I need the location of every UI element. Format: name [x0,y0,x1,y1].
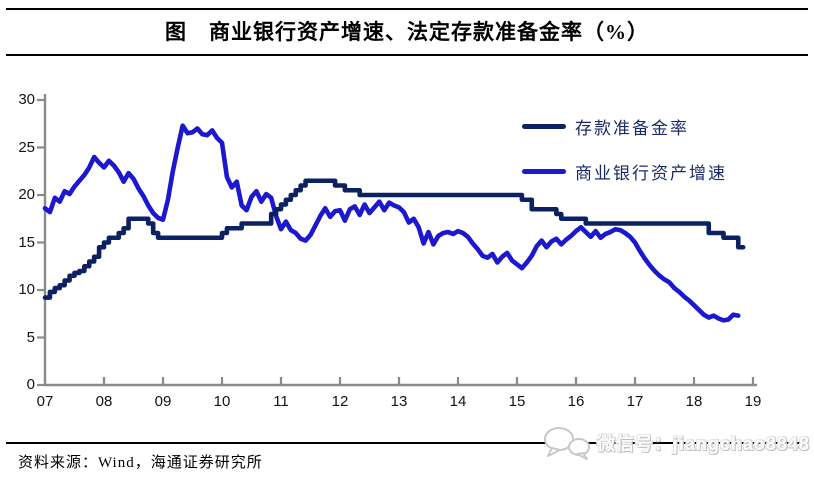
chat-bubbles-icon [543,427,590,460]
legend-label: 商业银行资产增速 [575,163,727,183]
rrr-line [42,178,746,300]
wechat-watermark: 微信号：jiangchao8848 [541,425,810,461]
bottom-divider [6,442,808,444]
asset-growth-line-swatch [522,168,566,174]
title-divider [6,54,808,56]
figure-title: 图 商业银行资产增速、法定存款准备金率（%） [165,20,649,44]
reserve-ratio-line-swatch [522,123,566,129]
asset-growth-line [42,123,741,323]
watermark-text: 微信号：jiangchao8848 [596,434,810,454]
legend-item-reserve-ratio: 存款准备金率 [522,111,727,141]
legend-label: 存款准备金率 [575,118,689,138]
top-divider [6,8,808,10]
legend-item-asset-growth: 商业银行资产增速 [522,156,727,186]
chart-legend: 存款准备金率 商业银行资产增速 [522,111,727,186]
data-source: 资料来源：Wind，海通证券研究所 [18,455,263,471]
